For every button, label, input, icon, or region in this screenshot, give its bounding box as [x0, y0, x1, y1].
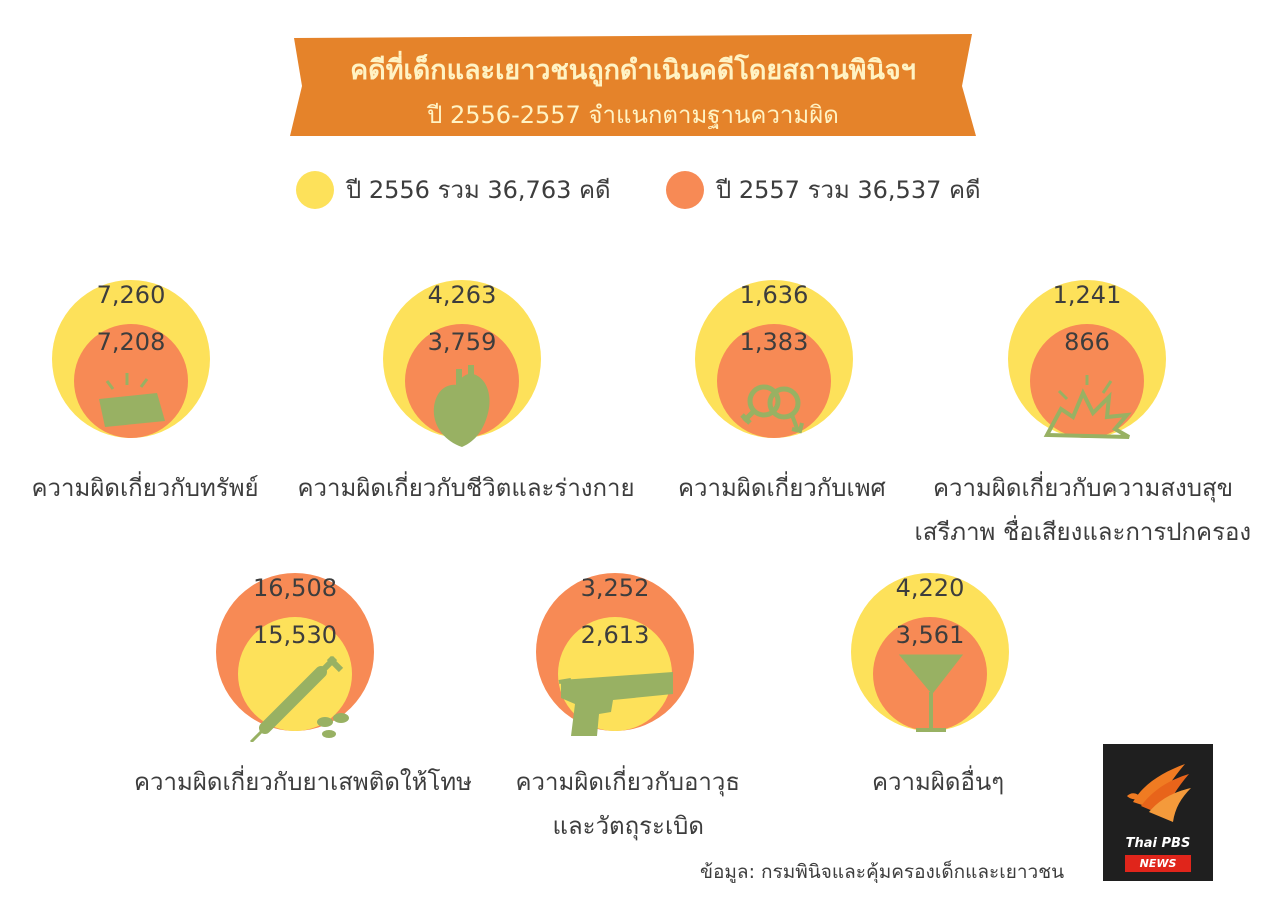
legend-swatch-2556	[296, 170, 334, 209]
pistol-icon	[551, 660, 681, 744]
logo-name: Thai PBS	[1125, 836, 1191, 851]
page-title: คดีที่เด็กและเยาวชนถูกดำเนินคดีโดยสถานพิ…	[350, 55, 916, 86]
gender-symbols-icon	[730, 373, 820, 447]
legend-label-2556: ปี 2556 รวม 36,763 คดี	[346, 176, 611, 204]
value-outer-life: 4,263	[427, 281, 497, 309]
legend-label-2557: ปี 2557 รวม 36,537 คดี	[716, 176, 981, 204]
category-label-peace: ความผิดเกี่ยวกับความสงบสุข	[933, 474, 1233, 502]
thai-pbs-logo: Thai PBS NEWS	[1103, 744, 1213, 881]
bird-logo-icon	[1127, 764, 1191, 822]
value-inner-weapons: 2,613	[580, 621, 650, 649]
category-label-line2-weapons: และวัตถุระเบิด	[552, 812, 704, 840]
legend-item-2556: ปี 2556 รวม 36,763 คดี	[296, 170, 611, 209]
category-label-property: ความผิดเกี่ยวกับทรัพย์	[31, 474, 259, 502]
value-outer-other: 4,220	[895, 574, 965, 602]
category-label-sex: ความผิดเกี่ยวกับเพศ	[678, 474, 886, 502]
bubble-inner-sex	[717, 324, 831, 438]
value-outer-property: 7,260	[96, 281, 166, 309]
category-label-line2-peace: เสรีภาพ ชื่อเสียงและการปกครอง	[914, 518, 1252, 546]
value-outer-peace: 1,241	[1052, 281, 1122, 309]
bubble-inner-drugs	[238, 617, 352, 731]
logo-news-tag: NEWS	[1125, 855, 1191, 872]
value-inner-peace: 866	[1064, 328, 1110, 356]
title-banner: คดีที่เด็กและเยาวชนถูกดำเนินคดีโดยสถานพิ…	[286, 32, 980, 140]
category-label-other: ความผิดอื่นๆ	[872, 768, 1005, 796]
explosion-icon	[1037, 371, 1137, 445]
value-inner-property: 7,208	[96, 328, 166, 356]
gold-bar-icon	[87, 365, 177, 439]
value-outer-weapons: 3,252	[580, 574, 650, 602]
value-inner-other: 3,561	[895, 621, 965, 649]
value-inner-drugs: 15,530	[253, 621, 337, 649]
category-label-drugs: ความผิดเกี่ยวกับยาเสพติดให้โทษ	[134, 768, 472, 796]
category-label-life: ความผิดเกี่ยวกับชีวิตและร่างกาย	[297, 474, 635, 502]
value-outer-drugs: 16,508	[253, 574, 337, 602]
syringe-icon	[243, 652, 353, 746]
value-outer-sex: 1,636	[739, 281, 809, 309]
value-inner-sex: 1,383	[739, 328, 809, 356]
page-subtitle: ปี 2556-2557 จำแนกตามฐานความผิด	[427, 101, 839, 129]
ribbon-shape	[290, 34, 976, 136]
legend-item-2557: ปี 2557 รวม 36,537 คดี	[666, 170, 981, 209]
category-label-weapons: ความผิดเกี่ยวกับอาวุธ	[515, 768, 741, 796]
legend-swatch-2557	[666, 170, 704, 209]
heart-icon	[422, 363, 502, 457]
source-note: ข้อมูล: กรมพินิจและคุ้มครองเด็กและเยาวชน	[700, 861, 1065, 883]
value-inner-life: 3,759	[427, 328, 497, 356]
cocktail-glass-icon	[896, 648, 966, 742]
